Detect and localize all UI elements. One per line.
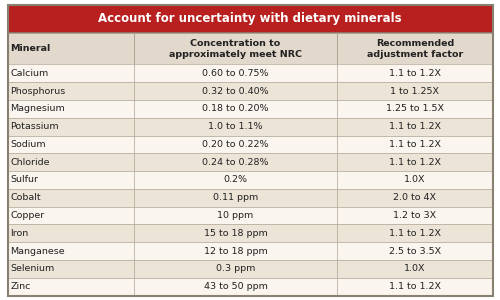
Bar	[338, 207, 492, 224]
Bar	[8, 64, 134, 82]
Text: Selenium: Selenium	[10, 264, 55, 273]
Text: 15 to 18 ppm: 15 to 18 ppm	[204, 229, 268, 238]
Bar	[8, 242, 134, 260]
Text: Iron: Iron	[10, 229, 29, 238]
Bar	[134, 64, 338, 82]
Bar	[8, 136, 134, 153]
Text: 0.24 to 0.28%: 0.24 to 0.28%	[202, 158, 268, 167]
Bar	[338, 100, 492, 118]
Text: Magnesium: Magnesium	[10, 104, 65, 113]
Bar	[8, 171, 134, 189]
Bar	[134, 207, 338, 224]
Text: Zinc: Zinc	[10, 282, 31, 291]
Bar	[338, 153, 492, 171]
Bar	[338, 118, 492, 136]
Text: Sulfur: Sulfur	[10, 176, 38, 184]
Bar	[134, 153, 338, 171]
Text: Chloride: Chloride	[10, 158, 50, 167]
Bar	[134, 100, 338, 118]
Text: 1.1 to 1.2X: 1.1 to 1.2X	[389, 158, 441, 167]
Text: 0.2%: 0.2%	[224, 176, 248, 184]
Text: 0.18 to 0.20%: 0.18 to 0.20%	[202, 104, 268, 113]
Text: 43 to 50 ppm: 43 to 50 ppm	[204, 282, 268, 291]
Bar	[338, 189, 492, 207]
Bar	[338, 278, 492, 296]
Bar	[338, 82, 492, 100]
Bar	[8, 82, 134, 100]
Text: 0.32 to 0.40%: 0.32 to 0.40%	[202, 87, 269, 96]
Text: Account for uncertainty with dietary minerals: Account for uncertainty with dietary min…	[98, 12, 402, 25]
Text: 1 to 1.25X: 1 to 1.25X	[390, 87, 440, 96]
Text: 0.3 ppm: 0.3 ppm	[216, 264, 255, 273]
Text: Copper: Copper	[10, 211, 45, 220]
Text: 1.0X: 1.0X	[404, 176, 425, 184]
Text: Concentration to
approximately meet NRC: Concentration to approximately meet NRC	[169, 39, 302, 59]
Bar	[338, 260, 492, 278]
Bar	[8, 207, 134, 224]
Bar	[8, 224, 134, 242]
Text: 2.5 to 3.5X: 2.5 to 3.5X	[389, 247, 441, 256]
Bar	[134, 242, 338, 260]
Text: Recommended
adjustment factor: Recommended adjustment factor	[367, 39, 463, 59]
Text: Cobalt: Cobalt	[10, 193, 41, 202]
Bar	[8, 260, 134, 278]
Text: 0.20 to 0.22%: 0.20 to 0.22%	[202, 140, 268, 149]
Bar	[8, 278, 134, 296]
Text: 1.0 to 1.1%: 1.0 to 1.1%	[208, 122, 262, 131]
Text: Mineral: Mineral	[10, 44, 51, 53]
Bar	[8, 4, 492, 33]
Bar	[338, 136, 492, 153]
Bar	[134, 171, 338, 189]
Bar	[134, 33, 338, 64]
Bar	[134, 260, 338, 278]
Bar	[8, 189, 134, 207]
Bar	[338, 64, 492, 82]
Bar	[338, 171, 492, 189]
Text: 1.1 to 1.2X: 1.1 to 1.2X	[389, 229, 441, 238]
Bar	[134, 224, 338, 242]
Text: 1.25 to 1.5X: 1.25 to 1.5X	[386, 104, 444, 113]
Bar	[134, 82, 338, 100]
Bar	[134, 118, 338, 136]
Text: Manganese: Manganese	[10, 247, 65, 256]
Text: Calcium: Calcium	[10, 69, 49, 78]
Text: 0.11 ppm: 0.11 ppm	[213, 193, 258, 202]
Text: 1.1 to 1.2X: 1.1 to 1.2X	[389, 140, 441, 149]
Bar	[338, 242, 492, 260]
Text: 1.1 to 1.2X: 1.1 to 1.2X	[389, 69, 441, 78]
Text: 1.1 to 1.2X: 1.1 to 1.2X	[389, 282, 441, 291]
Bar	[134, 278, 338, 296]
Bar	[134, 136, 338, 153]
Text: 2.0 to 4X: 2.0 to 4X	[394, 193, 436, 202]
Bar	[8, 100, 134, 118]
Text: 1.1 to 1.2X: 1.1 to 1.2X	[389, 122, 441, 131]
Bar	[134, 189, 338, 207]
Text: 0.60 to 0.75%: 0.60 to 0.75%	[202, 69, 268, 78]
Text: 1.2 to 3X: 1.2 to 3X	[394, 211, 436, 220]
Text: Sodium: Sodium	[10, 140, 46, 149]
Bar	[338, 224, 492, 242]
Text: 12 to 18 ppm: 12 to 18 ppm	[204, 247, 268, 256]
Bar	[338, 33, 492, 64]
Bar	[8, 33, 134, 64]
Text: Phosphorus: Phosphorus	[10, 87, 66, 96]
Bar	[8, 118, 134, 136]
Text: 10 ppm: 10 ppm	[218, 211, 254, 220]
Bar	[8, 153, 134, 171]
Text: 1.0X: 1.0X	[404, 264, 425, 273]
Text: Potassium: Potassium	[10, 122, 59, 131]
